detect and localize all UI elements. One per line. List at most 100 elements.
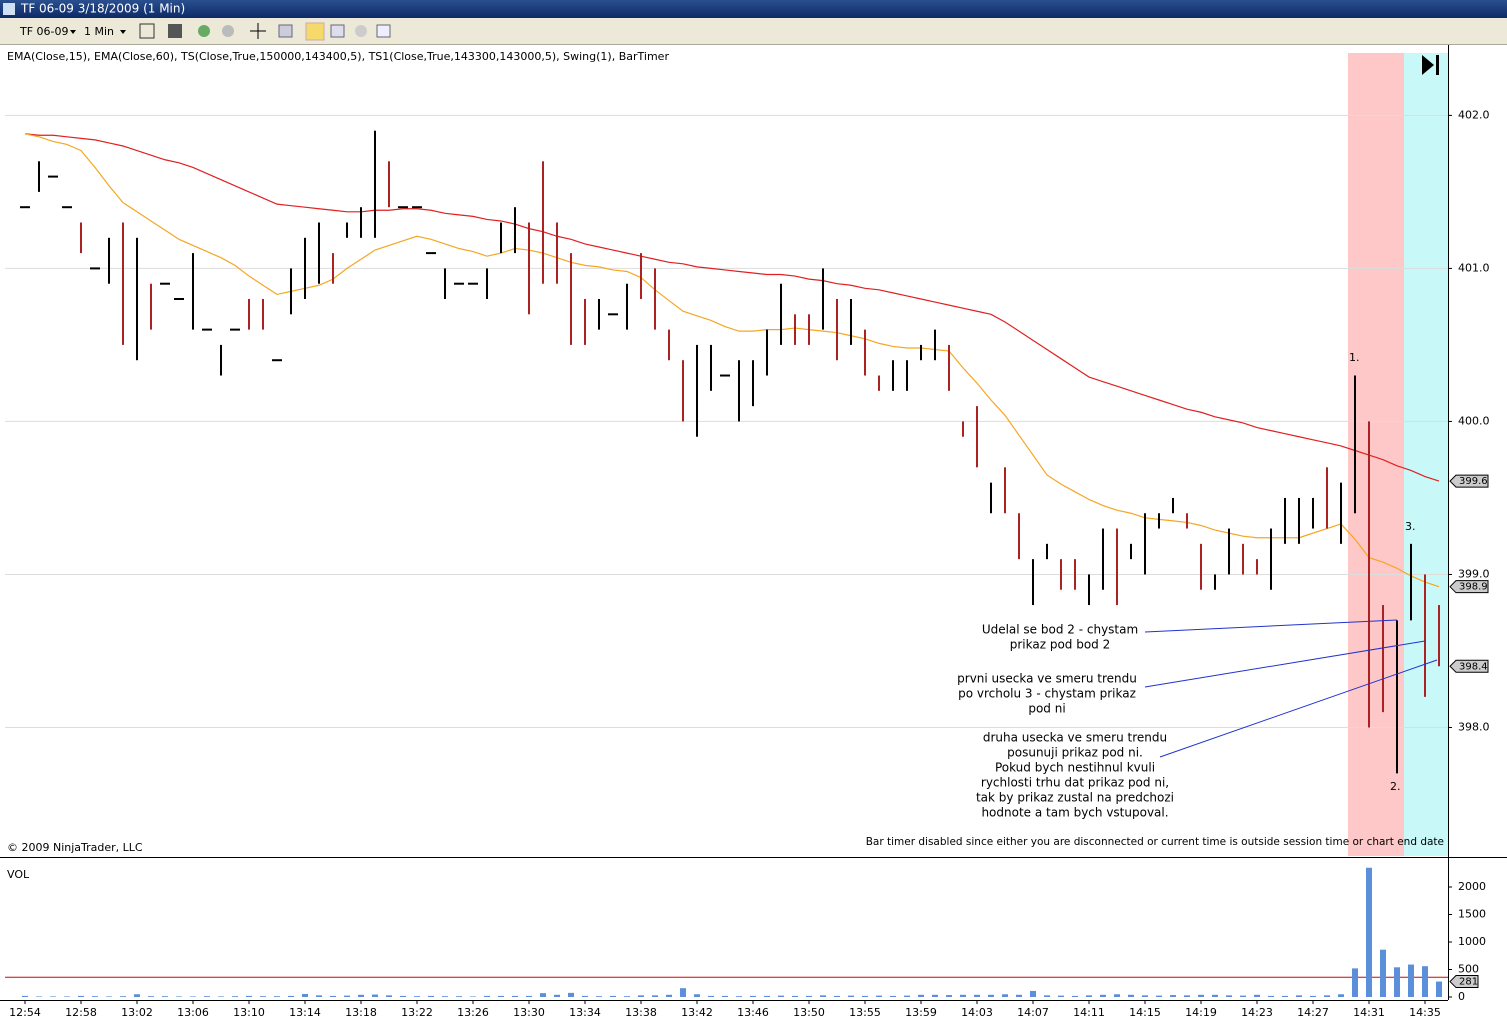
x-tick-label: 13:55 xyxy=(849,1006,881,1019)
play-icon[interactable] xyxy=(1422,55,1434,75)
x-tick-label: 14:31 xyxy=(1353,1006,1385,1019)
volume-bar xyxy=(386,995,392,997)
value-marker xyxy=(1449,580,1489,594)
volume-bar xyxy=(232,996,238,997)
volume-bar xyxy=(498,995,504,997)
volume-bar xyxy=(456,996,462,997)
zoom-out-button[interactable] xyxy=(222,25,234,37)
draw-button[interactable] xyxy=(168,24,182,38)
y-tick-label: 398.0 xyxy=(1458,720,1490,733)
volume-bar xyxy=(1100,994,1106,997)
volume-bar xyxy=(946,995,952,997)
indicator-button[interactable] xyxy=(330,24,345,38)
x-tick-label: 13:42 xyxy=(681,1006,713,1019)
y-tick-label: 2000 xyxy=(1458,880,1486,893)
x-tick-label: 13:22 xyxy=(401,1006,433,1019)
volume-bar xyxy=(1296,995,1302,997)
annotation-text: druha usecka ve smeru trendu xyxy=(983,731,1167,745)
volume-bar xyxy=(148,996,154,997)
y-tick-label: 1500 xyxy=(1458,908,1486,921)
volume-bar xyxy=(764,995,770,997)
volume-bar xyxy=(1184,995,1190,997)
x-tick-label: 13:59 xyxy=(905,1006,937,1019)
dropdown-arrow[interactable] xyxy=(120,30,126,34)
volume-bar xyxy=(204,996,210,997)
annotation-arrow xyxy=(1144,619,1398,633)
window-title: TF 06-09 3/18/2009 (1 Min) xyxy=(20,2,185,16)
volume-bar xyxy=(1044,995,1050,997)
volume-bar xyxy=(974,994,980,997)
toolbar-icons xyxy=(139,22,391,41)
zoom-in-button[interactable] xyxy=(198,25,210,37)
volume-bar xyxy=(708,995,714,997)
volume-bar xyxy=(1156,995,1162,997)
volume-bar xyxy=(162,996,168,997)
x-tick-label: 14:15 xyxy=(1129,1006,1161,1019)
go-to-end-button[interactable] xyxy=(1422,55,1439,75)
x-tick-label: 13:10 xyxy=(233,1006,265,1019)
annotation-arrow xyxy=(1159,659,1438,758)
interval-dropdown[interactable]: 1 Min xyxy=(84,25,114,38)
strategy-button[interactable] xyxy=(305,22,325,41)
volume-bar xyxy=(778,995,784,997)
x-tick-label: 13:38 xyxy=(625,1006,657,1019)
volume-bar xyxy=(1422,966,1428,997)
volume-bar xyxy=(890,995,896,997)
volume-bar xyxy=(834,995,840,997)
crosshair-button[interactable] xyxy=(250,23,266,39)
volume-bar xyxy=(372,994,378,997)
y-tick-label: 399.0 xyxy=(1458,567,1490,580)
volume-bar xyxy=(358,994,364,997)
value-marker-label: 281 xyxy=(1459,977,1478,988)
annotation-text: Pokud bych nestihnul kvuli xyxy=(995,761,1155,775)
volume-bar xyxy=(50,996,56,997)
data-box-button[interactable] xyxy=(278,24,293,38)
volume-bar xyxy=(1016,994,1022,997)
value-marker-label: 399.6 xyxy=(1459,476,1488,487)
x-tick-label: 13:14 xyxy=(289,1006,321,1019)
volume-bar xyxy=(722,995,728,997)
volume-bar xyxy=(64,996,70,997)
volume-bar xyxy=(36,996,42,997)
volume-bar xyxy=(666,994,672,997)
volume-bar xyxy=(484,995,490,997)
annotation-text: pod ni xyxy=(1028,702,1065,716)
x-tick-label: 13:34 xyxy=(569,1006,601,1019)
value-marker-label: 398.9 xyxy=(1459,582,1488,593)
point-label: 3. xyxy=(1405,520,1416,533)
volume-bar xyxy=(414,996,420,997)
volume-bar xyxy=(540,993,546,997)
volume-bar xyxy=(106,996,112,997)
indicator-line xyxy=(24,133,1440,588)
volume-bar xyxy=(92,996,98,997)
toggle-button[interactable] xyxy=(355,25,367,37)
volume-bar xyxy=(526,995,532,997)
price-panel: 398.0 399.0 400.0 401.0 402.0 399.6 398.9 398.4… xyxy=(5,53,1490,856)
annotation-text: prikaz pod bod 2 xyxy=(1010,638,1111,652)
volume-bar xyxy=(344,995,350,997)
volume-bar xyxy=(1310,995,1316,997)
y-tick-label: 500 xyxy=(1458,963,1479,976)
volume-bar xyxy=(1002,994,1008,997)
volume-bar xyxy=(1366,867,1372,997)
y-tick-label: 401.0 xyxy=(1458,261,1490,274)
instrument-dropdown[interactable]: TF 06-09 xyxy=(19,25,69,38)
x-tick-label: 13:02 xyxy=(121,1006,153,1019)
volume-bar xyxy=(176,996,182,997)
dropdown-arrow[interactable] xyxy=(70,30,76,34)
volume-bar xyxy=(190,996,196,997)
annotation-text: tak by prikaz zustal na predchozi xyxy=(976,791,1174,805)
properties-button[interactable] xyxy=(376,24,391,38)
bar-type-button[interactable] xyxy=(139,23,155,39)
volume-bar xyxy=(120,996,126,997)
volume-bar xyxy=(302,993,308,997)
x-tick-label: 13:50 xyxy=(793,1006,825,1019)
indicator-line xyxy=(24,133,1440,482)
end-icon[interactable] xyxy=(1436,55,1439,75)
volume-bar xyxy=(582,995,588,997)
app-icon xyxy=(3,3,15,15)
volume-bar xyxy=(1212,994,1218,997)
value-marker xyxy=(1449,659,1489,673)
copyright: © 2009 NinjaTrader, LLC xyxy=(7,841,143,854)
